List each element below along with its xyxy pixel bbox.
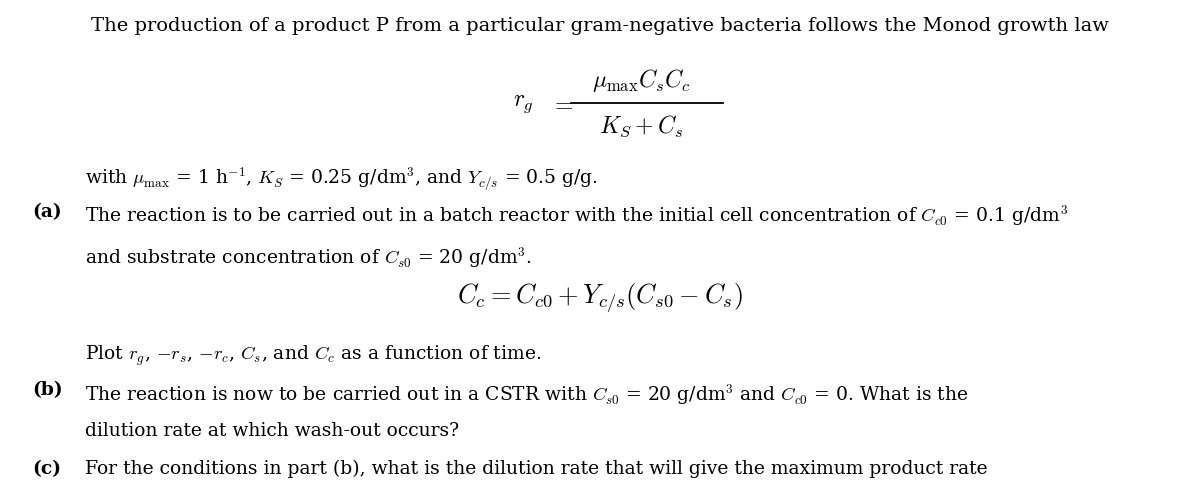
Text: The reaction is to be carried out in a batch reactor with the initial cell conce: The reaction is to be carried out in a b… (85, 203, 1068, 228)
Text: The reaction is now to be carried out in a CSTR with $C_{s0}$ = 20 g/dm$^3$ and : The reaction is now to be carried out in… (85, 382, 968, 407)
Text: (c): (c) (32, 460, 61, 478)
Text: $r_g$: $r_g$ (514, 92, 534, 115)
Text: $=$: $=$ (550, 92, 572, 115)
Text: $C_c = C_{c0} + Y_{c/s}(C_{s0} - C_s)$: $C_c = C_{c0} + Y_{c/s}(C_{s0} - C_s)$ (457, 281, 743, 315)
Text: The production of a product P from a particular gram-negative bacteria follows t: The production of a product P from a par… (91, 17, 1109, 35)
Text: Plot $r_g$, $-r_s$, $-r_c$, $C_s$, and $C_c$ as a function of time.: Plot $r_g$, $-r_s$, $-r_c$, $C_s$, and $… (85, 343, 541, 368)
Text: For the conditions in part (b), what is the dilution rate that will give the max: For the conditions in part (b), what is … (85, 460, 988, 478)
Text: with $\mu_{\mathrm{max}}$ = 1 h$^{-1}$, $K_S$ = 0.25 g/dm$^3$, and $Y_{c/s}$ = 0: with $\mu_{\mathrm{max}}$ = 1 h$^{-1}$, … (85, 165, 598, 192)
Text: (b): (b) (32, 382, 62, 400)
Text: and substrate concentration of $C_{s0}$ = 20 g/dm$^3$.: and substrate concentration of $C_{s0}$ … (85, 245, 532, 269)
Text: (a): (a) (32, 203, 61, 221)
Text: $\mu_{\mathrm{max}}C_sC_c$: $\mu_{\mathrm{max}}C_sC_c$ (592, 67, 690, 94)
Text: $K_S+C_s$: $K_S+C_s$ (599, 114, 683, 139)
Text: dilution rate at which wash-out occurs?: dilution rate at which wash-out occurs? (85, 422, 460, 440)
